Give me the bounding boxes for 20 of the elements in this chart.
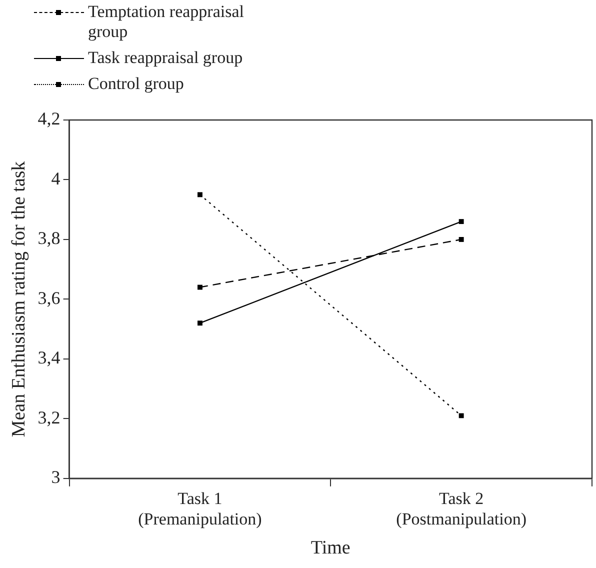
y-tick-label: 3,6 — [38, 288, 60, 308]
legend-label: Control group — [88, 74, 185, 94]
legend-label: Task reappraisal group — [88, 48, 244, 68]
point — [198, 284, 202, 290]
y-axis-title: Mean Enthusiasm rating for the task — [8, 160, 30, 438]
x-tick-label: Task 1 (Premanipulation) — [138, 489, 262, 528]
point — [458, 219, 464, 224]
x-axis-title: Time — [310, 538, 350, 559]
point — [458, 413, 464, 418]
y-tick-label: 4 — [51, 168, 60, 188]
y-tick-label: 3,8 — [38, 228, 60, 248]
legend-label: Temptation reappraisal group — [88, 2, 245, 42]
point — [198, 320, 202, 326]
y-tick-label: 3,4 — [38, 348, 60, 368]
y-tick-label: 3 — [51, 467, 60, 488]
x-tick-label: Task 2 (Postmanipulation) — [396, 489, 526, 528]
point — [198, 192, 202, 198]
y-tick-label: 3,2 — [38, 407, 60, 428]
y-tick-label: 4,2 — [38, 108, 60, 129]
point — [458, 236, 464, 242]
